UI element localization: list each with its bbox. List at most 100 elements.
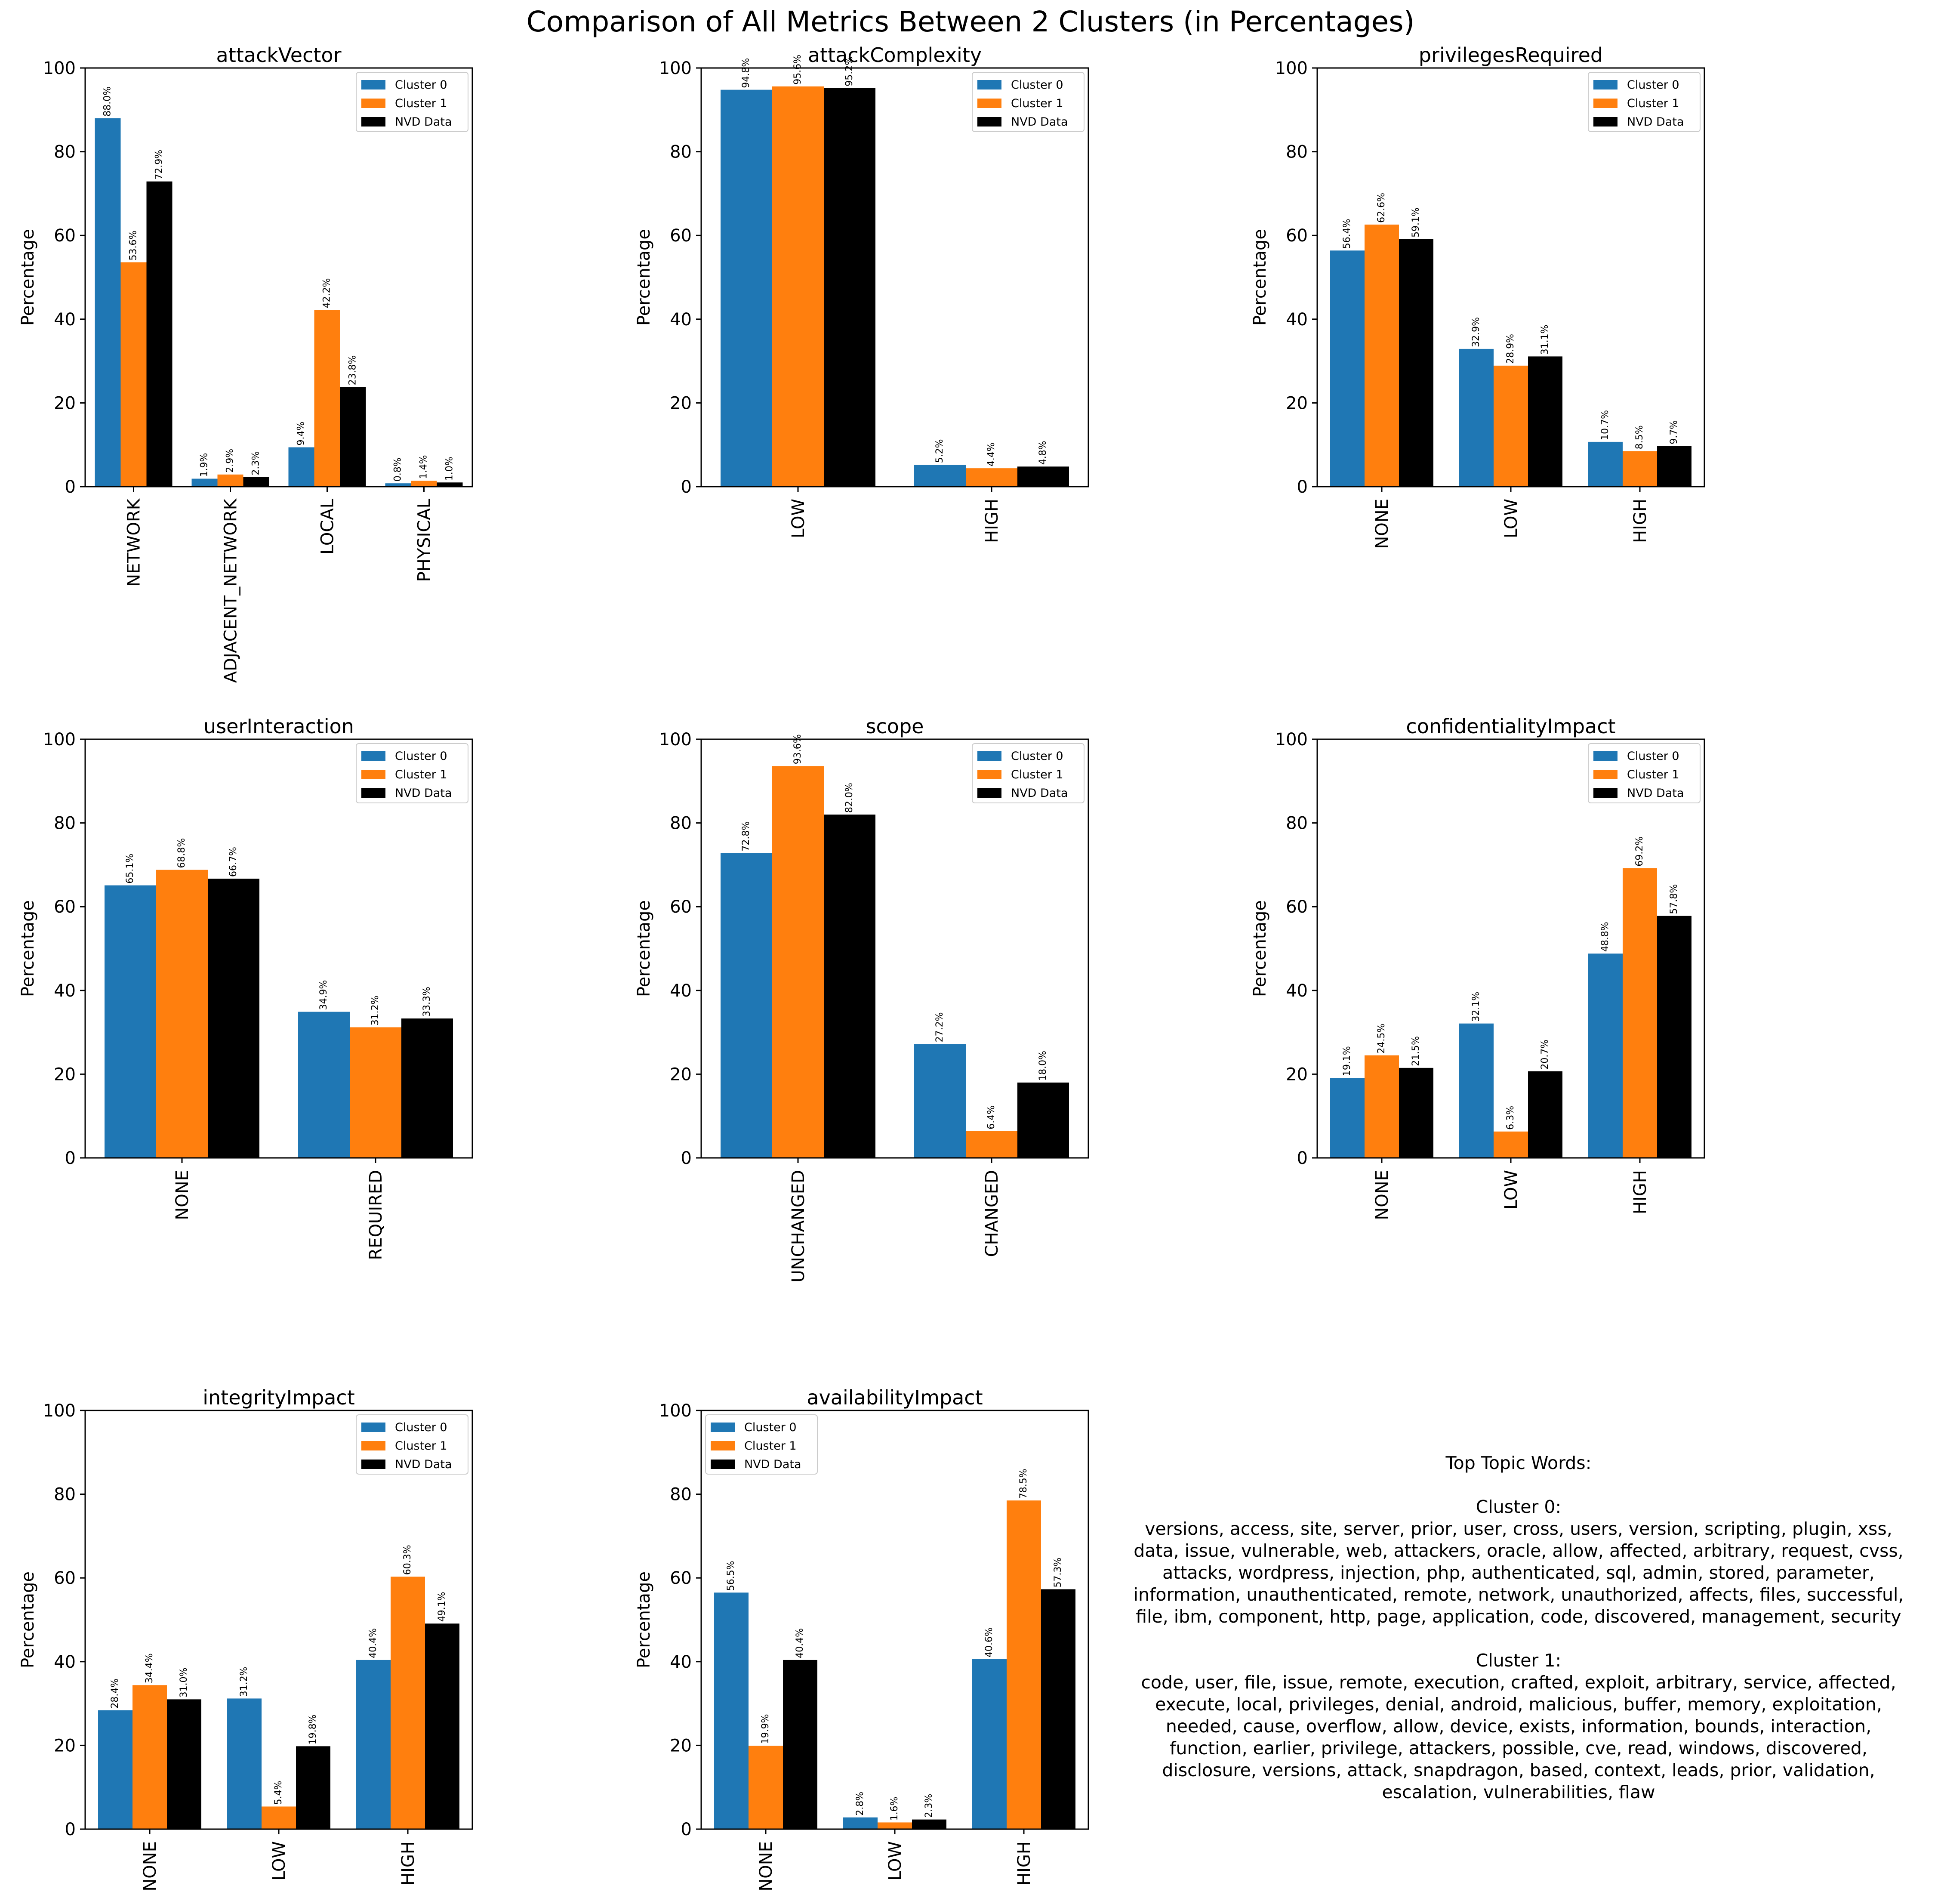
bar-value-label: 59.1%: [1411, 207, 1421, 238]
legend: Cluster 0 Cluster 1 NVD Data: [1588, 72, 1701, 132]
bar-nvd-data: [243, 477, 269, 487]
bar-value-label: 10.7%: [1600, 410, 1611, 440]
bar-value-label: 88.0%: [102, 86, 113, 117]
legend-swatch: [361, 751, 385, 761]
x-tick-label: HIGH: [1014, 1841, 1034, 1885]
x-tick-label: LOW: [885, 1841, 905, 1881]
bar-cluster-0: [98, 1710, 132, 1829]
y-tick-label: 60: [670, 226, 692, 246]
bar-value-label: 31.2%: [370, 996, 381, 1026]
x-tick-label: NONE: [756, 1841, 776, 1892]
bar-cluster-0: [288, 447, 314, 487]
bar-cluster-0: [914, 465, 966, 487]
y-tick-label: 60: [54, 1568, 76, 1588]
y-tick-label: 80: [1286, 142, 1308, 162]
legend-entry: Cluster 1: [395, 768, 447, 781]
bar-value-label: 18.0%: [1038, 1051, 1048, 1081]
x-tick-label: ADJACENT_NETWORK: [221, 498, 241, 683]
bar-value-label: 40.4%: [795, 1628, 805, 1658]
y-tick-label: 60: [670, 1568, 692, 1588]
y-tick-label: 100: [659, 1401, 692, 1421]
y-tick-label: 100: [659, 59, 692, 78]
bar-cluster-1: [1623, 868, 1657, 1158]
y-tick-label: 40: [670, 1652, 692, 1672]
bar-cluster-0: [843, 1817, 878, 1829]
bar-nvd-data: [1017, 1082, 1069, 1158]
legend-entry: Cluster 1: [1011, 768, 1063, 781]
bar-value-label: 34.4%: [144, 1653, 155, 1683]
legend-swatch: [977, 751, 1001, 761]
x-tick-label: LOW: [1501, 1170, 1521, 1210]
bar-cluster-0: [191, 478, 218, 487]
legend-entry: Cluster 0: [1011, 78, 1063, 92]
y-tick-label: 80: [1286, 814, 1308, 833]
x-tick-label: NONE: [1372, 499, 1392, 549]
bar-value-label: 49.1%: [437, 1592, 447, 1622]
x-tick-label: HIGH: [1630, 1170, 1650, 1214]
y-axis-label: Percentage: [634, 229, 654, 326]
x-tick-label: HIGH: [982, 499, 1002, 543]
bar-value-label: 9.7%: [1669, 420, 1679, 444]
chart-panel-privilegesRequired: 56.4% 32.9% 10.7% 62.6% 28.9% 8.5% 59.1% 31.1% 9…: [1250, 43, 1705, 549]
bar-value-label: 42.2%: [322, 278, 333, 309]
bar-value-label: 9.4%: [296, 422, 307, 446]
bar-nvd-data: [1657, 916, 1691, 1158]
bar-value-label: 72.8%: [741, 821, 752, 852]
x-tick-label: NETWORK: [124, 498, 144, 586]
legend-swatch: [361, 99, 385, 108]
legend-entry: Cluster 0: [1011, 750, 1063, 763]
bar-value-label: 56.4%: [1342, 219, 1353, 249]
y-tick-label: 80: [670, 142, 692, 162]
legend-swatch: [361, 770, 385, 779]
legend-swatch: [361, 1423, 385, 1432]
legend-swatch: [361, 788, 385, 798]
legend-swatch: [361, 80, 385, 89]
bar-nvd-data: [401, 1018, 453, 1158]
x-tick-label: LOW: [789, 499, 808, 538]
bar-value-label: 60.3%: [402, 1545, 413, 1575]
legend-swatch: [1593, 117, 1618, 127]
legend-entry: Cluster 1: [1627, 768, 1679, 781]
legend-swatch: [977, 99, 1001, 108]
bar-value-label: 21.5%: [1411, 1036, 1421, 1066]
bar-value-label: 5.2%: [934, 439, 945, 463]
topic-cluster-0-label: Cluster 0:: [1476, 1497, 1562, 1517]
legend: Cluster 0 Cluster 1 NVD Data: [972, 72, 1084, 132]
bar-value-label: 57.3%: [1053, 1558, 1063, 1588]
legend-swatch: [1593, 770, 1618, 779]
topic-cluster-1-line: escalation, vulnerabilities, flaw: [1382, 1782, 1655, 1802]
legend-swatch: [1593, 99, 1618, 108]
subplot-title: privilegesRequired: [1419, 43, 1603, 67]
legend-swatch: [977, 117, 1001, 127]
bar-nvd-data: [824, 815, 875, 1158]
bar-value-label: 31.2%: [239, 1667, 250, 1697]
legend-entry: NVD Data: [395, 115, 452, 129]
bar-value-label: 1.0%: [444, 457, 455, 481]
legend-entry: NVD Data: [395, 1458, 452, 1471]
x-tick-label: NONE: [173, 1170, 192, 1220]
topic-cluster-0-line: information, unauthenticated, remote, ne…: [1133, 1584, 1904, 1605]
bar-cluster-0: [1330, 250, 1365, 487]
bar-cluster-0: [1588, 954, 1623, 1158]
x-tick-label: LOW: [269, 1841, 289, 1881]
bar-value-label: 28.4%: [110, 1679, 120, 1709]
bar-value-label: 6.4%: [986, 1105, 997, 1129]
legend-entry: NVD Data: [1011, 787, 1068, 800]
y-tick-label: 40: [1286, 981, 1308, 1001]
x-tick-label: NONE: [140, 1841, 160, 1892]
subplot-title: availabilityImpact: [807, 1386, 983, 1409]
legend-swatch: [977, 80, 1001, 89]
axes-frame: [84, 67, 473, 488]
bar-value-label: 95.6%: [792, 55, 803, 85]
bar-value-label: 56.5%: [726, 1561, 736, 1591]
bar-cluster-0: [972, 1659, 1007, 1829]
y-tick-label: 0: [681, 1820, 692, 1839]
y-tick-label: 20: [54, 393, 76, 413]
bar-cluster-0: [227, 1698, 262, 1829]
y-tick-label: 100: [1275, 730, 1308, 750]
x-tick-label: UNCHANGED: [789, 1170, 808, 1283]
bar-nvd-data: [1657, 446, 1691, 487]
bar-value-label: 1.9%: [199, 453, 210, 477]
bar-value-label: 28.9%: [1505, 334, 1516, 364]
y-tick-label: 100: [659, 730, 692, 750]
